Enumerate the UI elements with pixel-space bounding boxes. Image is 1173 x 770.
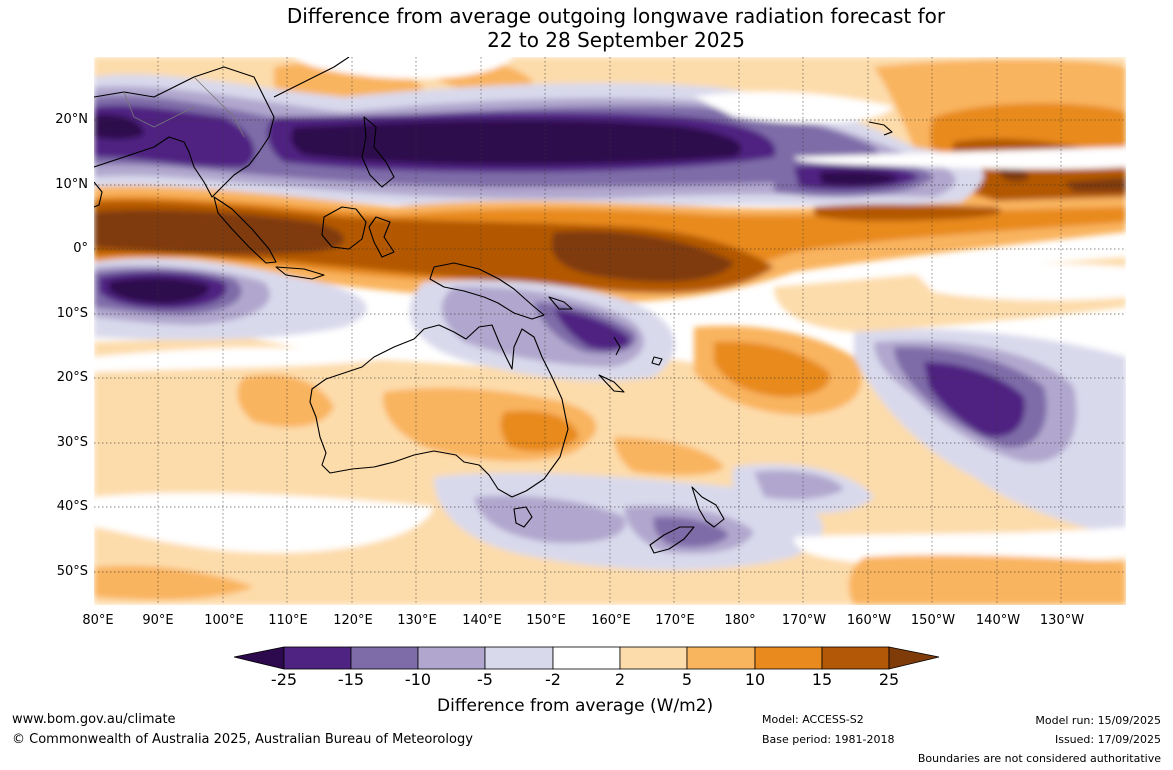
lat-label-0: 0°	[73, 241, 88, 256]
lon-label-170e: 170°E	[655, 613, 695, 628]
graticule	[94, 57, 1126, 605]
lat-label-50s: 50°S	[56, 564, 88, 579]
lat-label-10n: 10°N	[55, 177, 88, 192]
colorbar-bin-3	[417, 646, 486, 670]
lat-label-10s: 10°S	[56, 306, 88, 321]
colorbar-bin-6	[619, 646, 688, 670]
colorbar-bin-4	[484, 646, 554, 670]
lat-label-30s: 30°S	[56, 435, 88, 450]
coastline-china	[273, 57, 350, 98]
lon-label-110e: 110°E	[268, 613, 308, 628]
issued-text: Issued: 17/09/2025	[1054, 733, 1161, 746]
lon-label-150w: 150°W	[910, 613, 956, 628]
colorbar-extend-low	[233, 646, 285, 670]
colorbar-label-8: 15	[811, 670, 833, 689]
colorbar-label-5: 2	[614, 670, 626, 689]
coastline-borneo	[321, 206, 367, 250]
coastline-vanuatu	[613, 336, 621, 356]
colorbar-label-0: -25	[270, 670, 298, 689]
coastline-new-caledonia	[598, 374, 625, 393]
lat-label-20s: 20°S	[56, 370, 88, 385]
lon-label-120e: 120°E	[333, 613, 373, 628]
colorbar-bin-5	[552, 646, 621, 670]
country-borders	[123, 76, 245, 138]
lon-label-160w: 160°W	[846, 613, 892, 628]
lat-label-40s: 40°S	[56, 499, 88, 514]
colorbar-label-4: -2	[545, 670, 561, 689]
lon-label-170w: 170°W	[781, 613, 827, 628]
map-title-line2: 22 to 28 September 2025	[487, 28, 745, 52]
lon-label-140w: 140°W	[975, 613, 1021, 628]
colorbar-bin-8	[754, 646, 823, 670]
coastline-tasmania	[513, 506, 533, 528]
model-text: Model: ACCESS-S2	[762, 713, 864, 726]
lon-label-130w: 130°W	[1039, 613, 1085, 628]
base-period-text: Base period: 1981-2018	[762, 733, 895, 746]
colorbar-label-3: -5	[477, 670, 493, 689]
lon-label-140e: 140°E	[462, 613, 502, 628]
coastline-java	[275, 266, 325, 280]
colorbar-bin-9	[821, 646, 890, 670]
lon-label-160e: 160°E	[591, 613, 631, 628]
coastline-sumatra	[213, 196, 277, 264]
colorbar-title: Difference from average (W/m2)	[437, 696, 714, 716]
coastline-new-guinea	[429, 262, 545, 320]
lon-label-130e: 130°E	[397, 613, 437, 628]
copyright-text: © Commonwealth of Australia 2025, Austra…	[12, 732, 473, 747]
olr-anomaly-map[interactable]	[94, 57, 1126, 605]
lon-label-100e: 100°E	[204, 613, 244, 628]
coastline-hawaii	[868, 121, 893, 136]
colorbar-label-9: 25	[878, 670, 900, 689]
model-run-text: Model run: 15/09/2025	[1035, 714, 1161, 727]
map-title: Difference from average outgoing longwav…	[0, 4, 1173, 52]
colorbar-label-6: 5	[681, 670, 693, 689]
coastline-sulawesi	[368, 216, 395, 258]
colorbar-bin-2	[350, 646, 419, 670]
coastline-australia	[309, 324, 569, 498]
coastline-new-zealand-south	[649, 526, 695, 554]
coastline-solomons	[548, 296, 573, 310]
lon-label-80e: 80°E	[82, 613, 114, 628]
disclaimer-text: Boundaries are not considered authoritat…	[917, 752, 1161, 765]
lon-label-180: 180°	[724, 613, 756, 628]
map-title-line1: Difference from average outgoing longwav…	[286, 4, 946, 28]
colorbar	[233, 645, 940, 673]
colorbar-label-2: -10	[404, 670, 432, 689]
anomaly-fields	[94, 57, 1126, 605]
lon-label-150e: 150°E	[526, 613, 566, 628]
coastline-philippines	[361, 116, 395, 188]
colorbar-label-7: 10	[744, 670, 766, 689]
lat-label-20n: 20°N	[55, 112, 88, 127]
website-link[interactable]: www.bom.gov.au/climate	[12, 712, 176, 727]
colorbar-bin-7	[686, 646, 756, 670]
lon-label-90e: 90°E	[142, 613, 174, 628]
colorbar-bin-1	[283, 646, 352, 670]
coastline-india	[94, 181, 103, 208]
colorbar-extend-high	[888, 646, 940, 670]
coastline-new-zealand	[691, 486, 725, 528]
colorbar-label-1: -15	[337, 670, 365, 689]
coastline-fiji	[651, 356, 663, 366]
